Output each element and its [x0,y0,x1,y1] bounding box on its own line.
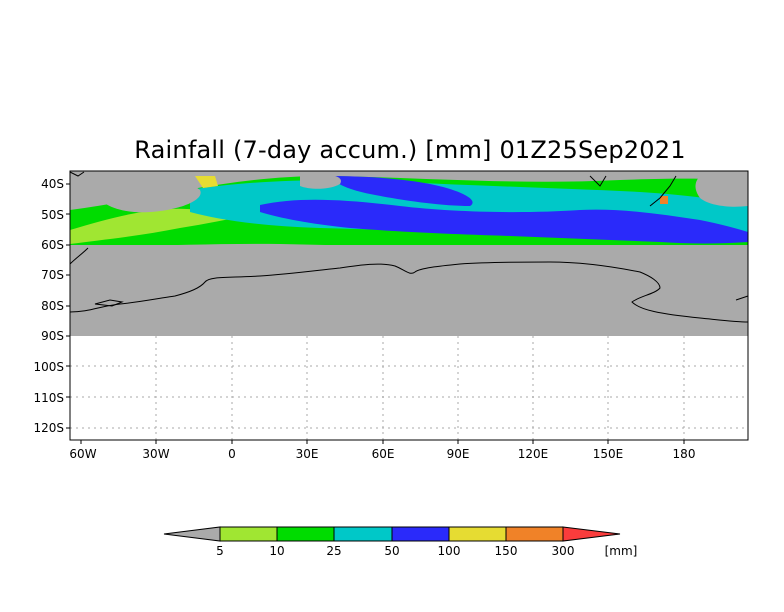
gridlines [70,336,748,440]
latitude-labels: 40S 50S 60S 70S 80S 90S 100S 110S 120S [33,177,64,435]
chart-title: Rainfall (7-day accum.) [mm] 01Z25Sep202… [134,136,686,164]
colorbar-segment [505,526,564,542]
colorbar-segment [276,526,335,542]
colorbar-lower-arrow [163,526,221,542]
colorbar-upper-arrow [562,526,621,542]
antarctic-peninsula [69,247,89,265]
lon-label: 30E [296,447,319,461]
east-coast [735,295,749,301]
colorbar-unit: [mm] [605,544,638,558]
dry-patch-mid [300,174,341,189]
lon-label: 180 [673,447,696,461]
south-america-tip [69,171,85,177]
rain-band-orange [660,196,668,204]
lon-label: 0 [228,447,236,461]
lat-label: 110S [33,391,64,405]
lat-label: 100S [33,360,64,374]
coastlines [69,171,749,323]
new-zealand [649,175,677,207]
colorbar [163,526,621,542]
antarctica-coastline [69,261,749,323]
lat-label: 90S [41,329,64,343]
rain-band-blue [260,199,748,244]
lat-label: 50S [41,208,64,222]
lat-label: 40S [41,177,64,191]
colorbar-label: 25 [326,544,341,558]
rain-band-light-green [70,196,300,244]
colorbar-labels: 5 10 25 50 100 150 300 [mm] [216,544,637,558]
colorbar-segment [448,526,507,542]
colorbar-label: 150 [495,544,518,558]
colorbar-label: 300 [552,544,575,558]
dry-patch-east [695,173,748,207]
lat-ticks [66,183,70,429]
lon-ticks [80,440,685,444]
lat-label: 70S [41,268,64,282]
lon-label: 120E [518,447,549,461]
rain-band-blue-2 [330,176,473,206]
rain-band-yellow [195,176,218,188]
weddell-island [94,299,124,307]
colorbar-segment [219,526,278,542]
colorbar-label: 5 [216,544,224,558]
colorbar-label: 10 [269,544,284,558]
lon-label: 30W [142,447,169,461]
lat-label: 80S [41,299,64,313]
no-data-band-south [70,245,748,336]
lon-label: 60W [69,447,96,461]
colorbar-label: 50 [384,544,399,558]
tasmania-outline [589,175,607,187]
colorbar-segment [333,526,393,542]
lon-label: 90E [447,447,470,461]
colorbar-label: 100 [438,544,461,558]
rainfall-field [70,171,748,336]
lon-label: 150E [593,447,624,461]
colorbar-segment [391,526,450,542]
lat-label: 60S [41,238,64,252]
dry-patch-west [100,180,201,213]
lon-label: 60E [372,447,395,461]
longitude-labels: 60W 30W 0 30E 60E 90E 120E 150E 180 [69,447,695,461]
lat-label: 120S [33,421,64,435]
